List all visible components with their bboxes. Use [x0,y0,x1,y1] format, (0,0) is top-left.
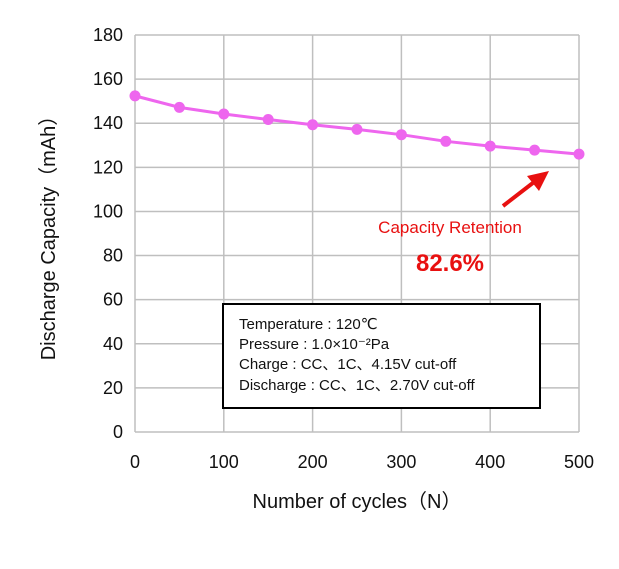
y-tick-label: 60 [103,290,123,310]
x-tick-label: 100 [209,452,239,472]
data-point [129,90,141,102]
y-tick-labels: 0 20 40 60 80 100 120 140 160 180 [93,25,123,442]
retention-arrow [501,177,540,208]
condition-discharge: Discharge : CC、1C、2.70V cut-off [239,377,475,394]
data-point [440,135,452,147]
data-point [173,101,185,113]
y-tick-label: 140 [93,113,123,133]
data-point [484,140,496,152]
y-tick-label: 80 [103,246,123,266]
x-tick-label: 200 [298,452,328,472]
conditions-box: Temperature : 120℃ Pressure : 1.0×10⁻²Pa… [222,303,541,409]
x-tick-label: 400 [475,452,505,472]
condition-pressure: Pressure : 1.0×10⁻²Pa [239,336,390,353]
data-point [395,129,407,141]
retention-annotation: Capacity Retention 82.6% [378,171,549,277]
data-point [218,108,230,120]
data-point [262,113,274,125]
data-point [529,144,541,156]
y-tick-label: 0 [113,422,123,442]
x-tick-label: 0 [130,452,140,472]
data-point [351,123,363,135]
x-axis-label: Number of cycles（N） [253,490,462,513]
x-tick-label: 500 [564,452,594,472]
x-tick-labels: 0 100 200 300 400 500 [130,452,594,472]
condition-temperature: Temperature : 120℃ [239,316,378,333]
y-tick-label: 180 [93,25,123,45]
series-discharge-capacity [129,90,585,160]
y-tick-label: 100 [93,201,123,221]
x-tick-label: 300 [386,452,416,472]
data-point [307,119,319,131]
y-tick-label: 120 [93,157,123,177]
condition-charge: Charge : CC、1C、4.15V cut-off [239,356,457,373]
data-point [573,148,585,160]
retention-label: Capacity Retention [378,218,522,237]
y-axis-label: Discharge Capacity（mAh） [37,106,60,361]
y-tick-label: 160 [93,69,123,89]
y-tick-label: 20 [103,378,123,398]
retention-arrow-head [527,171,549,191]
y-tick-label: 40 [103,334,123,354]
retention-value: 82.6% [416,250,484,277]
